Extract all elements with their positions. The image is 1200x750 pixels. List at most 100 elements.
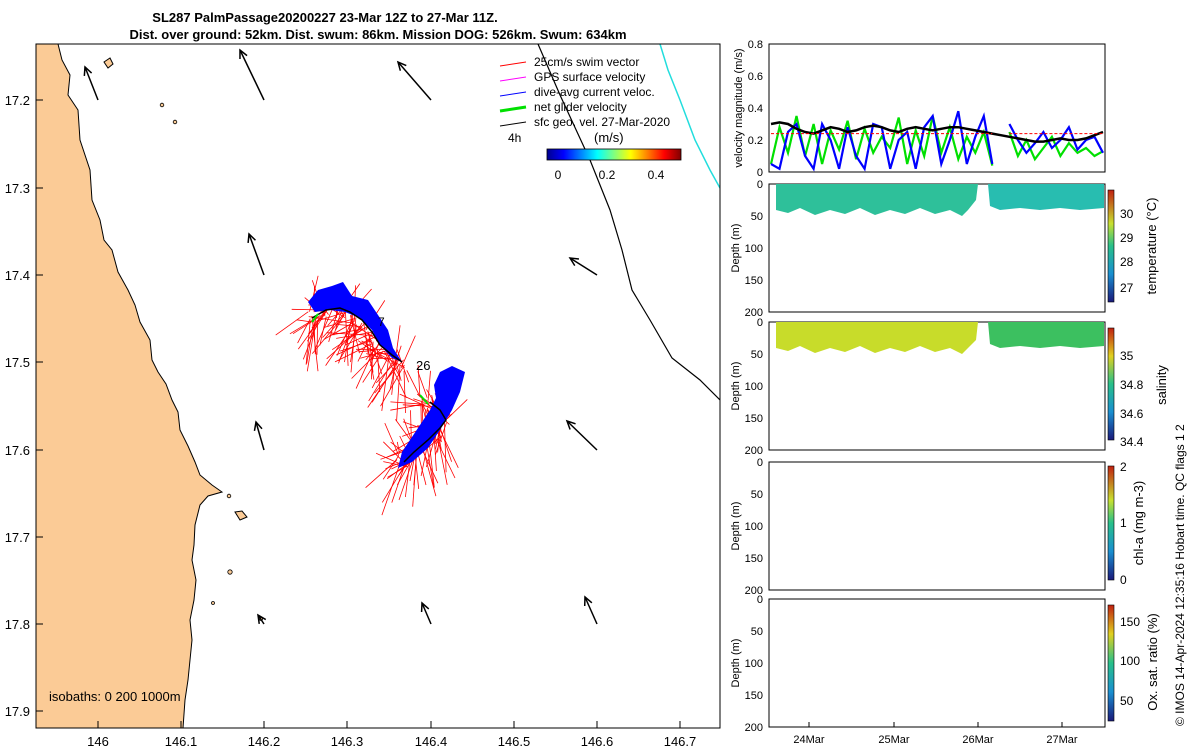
- swim-vector: [319, 316, 327, 346]
- map-x-tick-label: 146.6: [581, 734, 614, 749]
- chla-panel: 0 50 100 150 200 Depth (m) 0 1 2 chl-a (…: [730, 457, 1146, 597]
- swim-vector: [399, 393, 437, 412]
- map-x-tick-label: 146.3: [331, 734, 364, 749]
- geo-arrow-head: [257, 613, 267, 625]
- chla-colorbar-label: chl-a (mg m-3): [1131, 481, 1146, 566]
- title-line-2: Dist. over ground: 52km. Dist. swum: 86k…: [129, 27, 626, 42]
- velocity-y-axis: 0 0.2 0.4 0.6 0.8 velocity magnitude (m/…: [733, 39, 763, 179]
- depth-tick: 200: [745, 722, 763, 734]
- depth-tick: 0: [757, 317, 763, 329]
- chla-colorbar-tick: 0: [1120, 573, 1127, 587]
- map-colorbar-label: (m/s): [594, 130, 624, 145]
- swim-vector: [390, 402, 431, 411]
- swim-vector: [375, 452, 401, 465]
- geo-arrow-shaft: [84, 66, 99, 101]
- swim-vector: [311, 315, 345, 354]
- map-coastline: [36, 44, 224, 728]
- map-y-tick-label: 17.4: [5, 268, 30, 283]
- legend-label-swim-vector: 25cm/s swim vector: [534, 55, 639, 69]
- swim-vector: [323, 323, 352, 340]
- swim-vector: [363, 335, 373, 344]
- swim-vector: [314, 306, 334, 351]
- map-x-tick-label: 146.4: [415, 734, 448, 749]
- map-islet: [226, 493, 232, 499]
- swim-vector: [402, 404, 437, 407]
- swim-vector: [396, 349, 410, 383]
- salinity-colorbar: [1107, 327, 1115, 441]
- map-colorbar-tick: 0.2: [599, 168, 616, 182]
- salinity-colorbar-tick: 35: [1120, 349, 1134, 363]
- time-tick-label: 27Mar: [1046, 734, 1078, 746]
- geo-arrow-head: [247, 232, 256, 244]
- velocity-y-tick: 0: [757, 167, 763, 179]
- legend-label-geo-velocity: sfc geo. vel. 27-Mar-2020: [534, 115, 670, 129]
- velocity-series-line: [770, 121, 1104, 143]
- geostrophic-velocity-arrows: [83, 48, 598, 625]
- swim-vector: [427, 370, 431, 401]
- map-islet: [159, 102, 165, 108]
- map-colorbar-tick: 0: [555, 168, 562, 182]
- swim-vector: [350, 317, 357, 373]
- depth-tick: 150: [745, 413, 763, 425]
- depth-tick: 50: [751, 349, 763, 361]
- map-colorbar: [546, 148, 682, 161]
- chla-axes: [768, 461, 1106, 591]
- geo-arrow-head: [253, 420, 263, 431]
- temperature-data-segment-2: [988, 184, 1104, 210]
- map-y-tick-label: 17.6: [5, 443, 30, 458]
- swim-vector: [417, 371, 428, 398]
- chla-colorbar-tick: 1: [1120, 516, 1127, 530]
- depth-tick: 0: [757, 457, 763, 469]
- map-y-axis: 17.2 17.3 17.4 17.5 17.6 17.7 17.8 17.9: [5, 93, 43, 719]
- swim-vector: [396, 365, 401, 421]
- map-x-tick-label: 146.2: [248, 734, 281, 749]
- temperature-colorbar: [1107, 189, 1115, 303]
- map-y-tick-label: 17.8: [5, 617, 30, 632]
- geo-arrow-head: [239, 48, 248, 60]
- depth-tick: 200: [745, 307, 763, 319]
- depth-tick: 150: [745, 690, 763, 702]
- legend-swatch-swim-vector: [499, 61, 527, 67]
- time-tick-label: 25Mar: [878, 734, 910, 746]
- swim-vector: [365, 459, 398, 488]
- geo-arrow-shaft: [569, 257, 598, 276]
- legend-time-label: 4h: [508, 131, 521, 145]
- legend-swatch-geo-velocity: [499, 121, 527, 127]
- map-colorbar-tick: 0.4: [648, 168, 665, 182]
- swim-vector: [311, 315, 319, 372]
- depth-label: Depth (m): [730, 224, 742, 273]
- swim-vector: [364, 333, 375, 380]
- velocity-y-tick: 0.6: [748, 71, 763, 83]
- depth-tick: 100: [745, 381, 763, 393]
- depth-tick: 150: [745, 553, 763, 565]
- depth-tick: 50: [751, 489, 763, 501]
- depth-tick: 0: [757, 179, 763, 191]
- swim-vector: [376, 352, 405, 368]
- swim-vector: [311, 311, 325, 329]
- time-tick-label: 26Mar: [962, 734, 994, 746]
- swim-vector: [406, 370, 421, 398]
- map-island: [234, 510, 248, 521]
- map-x-tick-label: 146.5: [498, 734, 531, 749]
- swim-vector: [403, 370, 406, 414]
- temperature-colorbar-tick: 29: [1120, 231, 1134, 245]
- swim-vector: [336, 336, 376, 356]
- temperature-colorbar-label: temperature (°C): [1144, 198, 1159, 295]
- velocity-series: [769, 110, 1104, 172]
- geo-arrow-head: [396, 60, 407, 71]
- swim-vector: [384, 422, 400, 456]
- swim-vector: [297, 307, 329, 350]
- swim-vector: [323, 318, 355, 328]
- swim-vector: [345, 310, 349, 366]
- map-y-tick-label: 17.3: [5, 181, 30, 196]
- swim-vector: [371, 350, 392, 389]
- salinity-colorbar-tick: 34.8: [1120, 378, 1144, 392]
- swim-vector: [306, 305, 331, 342]
- swim-vector: [391, 359, 396, 395]
- map-y-tick-label: 17.2: [5, 93, 30, 108]
- swim-vector: [443, 418, 447, 473]
- map-panel: 7 26 146 146.1 146.2 146.3 146.4 146.5 1…: [5, 43, 721, 749]
- oxygen-y-axis: 0 50 100 150 200 Depth (m): [730, 594, 763, 734]
- geo-arrow-shaft: [584, 596, 598, 625]
